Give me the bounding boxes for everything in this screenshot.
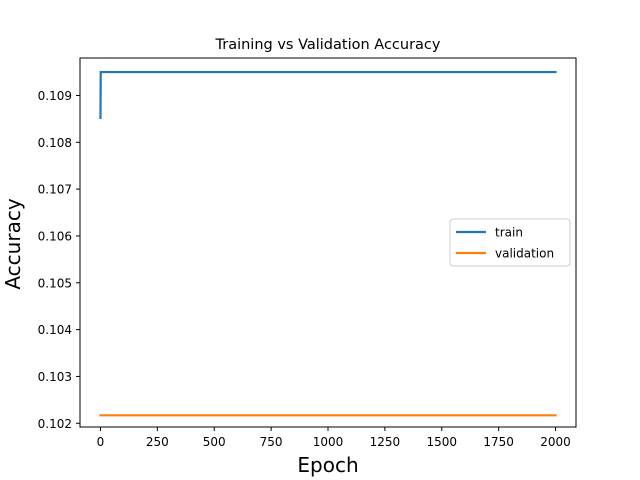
y-tick-label: 0.102 <box>38 417 72 431</box>
x-tick-label: 1250 <box>370 435 401 449</box>
y-tick-label: 0.104 <box>38 323 72 337</box>
legend-box <box>449 218 571 267</box>
y-tick-label: 0.108 <box>38 136 72 150</box>
y-tick-label: 0.106 <box>38 229 72 243</box>
y-tick-label: 0.105 <box>38 276 72 290</box>
y-tick-label: 0.103 <box>38 370 72 384</box>
x-tick-label: 2000 <box>540 435 571 449</box>
y-tick-label: 0.109 <box>38 89 72 103</box>
y-tick-label: 0.107 <box>38 183 72 197</box>
x-tick-label: 500 <box>203 435 226 449</box>
x-tick-label: 1500 <box>426 435 457 449</box>
legend: train validation <box>449 218 571 267</box>
x-tick-label: 250 <box>146 435 169 449</box>
series-line-train <box>99 70 557 120</box>
x-tick-label: 1750 <box>483 435 514 449</box>
chart-title: Training vs Validation Accuracy <box>215 37 441 53</box>
plot-area: 0 250 500 750 1000 1250 1500 1750 2000 0.102 0.103… <box>38 57 577 449</box>
legend-label-validation: validation <box>495 247 554 261</box>
legend-label-train: train <box>495 226 523 240</box>
x-tick-label: 750 <box>260 435 283 449</box>
y-axis-label: Accuracy <box>1 198 25 289</box>
x-axis-label: Epoch <box>297 453 358 477</box>
x-tick-label: 1000 <box>313 435 344 449</box>
x-tick-label: 0 <box>97 435 105 449</box>
